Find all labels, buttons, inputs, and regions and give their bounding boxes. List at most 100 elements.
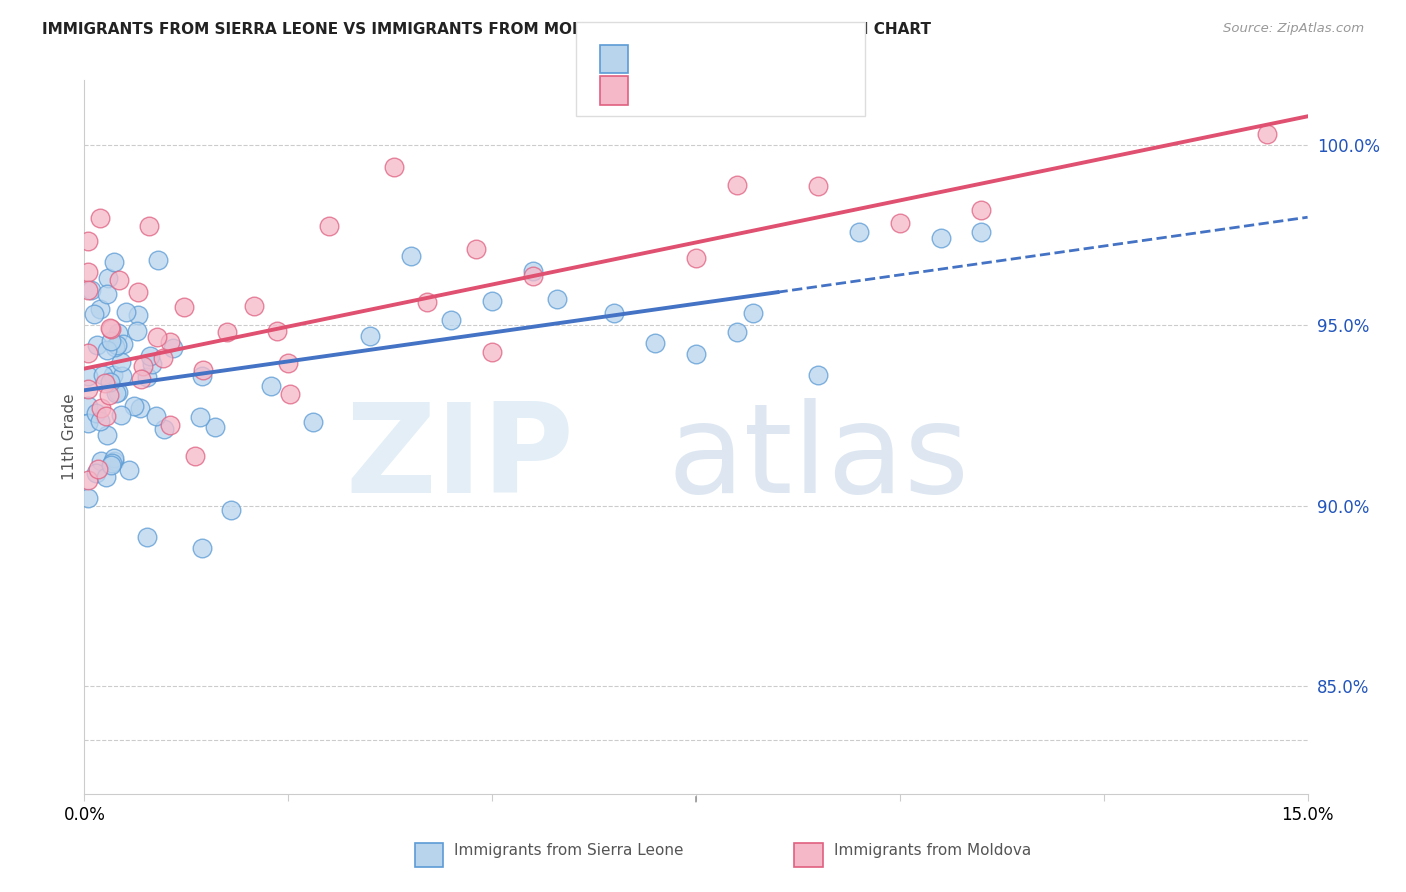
Point — [260, 379, 283, 393]
Point — [184, 450, 207, 464]
Point — [77, 283, 100, 297]
Point — [188, 410, 211, 425]
Point — [159, 418, 181, 433]
Point — [77, 383, 100, 397]
Point — [644, 336, 666, 351]
Point — [266, 324, 288, 338]
Point — [190, 541, 212, 556]
Point — [243, 299, 266, 313]
Point — [132, 359, 155, 374]
Point — [725, 326, 748, 340]
Point — [742, 306, 765, 320]
Point — [481, 344, 503, 359]
Point — [139, 349, 162, 363]
Point — [215, 325, 238, 339]
Point — [103, 454, 125, 468]
Text: Immigrants from Sierra Leone: Immigrants from Sierra Leone — [454, 844, 683, 858]
Point — [146, 330, 169, 344]
Point — [96, 409, 118, 424]
Point — [100, 322, 122, 336]
Point — [112, 337, 135, 351]
Point — [191, 362, 214, 376]
Point — [77, 265, 100, 279]
Point — [91, 368, 114, 382]
Point — [382, 160, 405, 174]
Point — [93, 376, 115, 391]
Point — [148, 252, 170, 267]
Point — [118, 463, 141, 477]
Point — [110, 355, 132, 369]
Point — [115, 305, 138, 319]
Point — [440, 313, 463, 327]
Point — [136, 369, 159, 384]
Point — [138, 219, 160, 233]
Point — [77, 346, 100, 360]
Point — [84, 406, 107, 420]
Point — [103, 254, 125, 268]
Point — [103, 450, 125, 465]
Point — [97, 387, 120, 401]
Point — [104, 339, 127, 353]
Point — [301, 415, 323, 429]
Point — [603, 306, 626, 320]
Point — [89, 301, 111, 316]
Point — [127, 285, 149, 300]
Point — [111, 368, 134, 383]
Point — [100, 334, 122, 349]
Point — [359, 328, 381, 343]
Point — [122, 399, 145, 413]
Point — [108, 273, 131, 287]
Point — [90, 454, 112, 468]
Text: R = 0.359   N = 43: R = 0.359 N = 43 — [640, 81, 804, 99]
Point — [159, 335, 181, 350]
Point — [162, 341, 184, 355]
Point — [889, 216, 911, 230]
Point — [105, 386, 128, 401]
Point — [86, 337, 108, 351]
Point — [101, 368, 124, 383]
Point — [1256, 128, 1278, 142]
Point — [173, 300, 195, 314]
Point — [416, 294, 439, 309]
Point — [191, 369, 214, 384]
Text: IMMIGRANTS FROM SIERRA LEONE VS IMMIGRANTS FROM MOLDOVA 11TH GRADE CORRELATION C: IMMIGRANTS FROM SIERRA LEONE VS IMMIGRAN… — [42, 22, 931, 37]
Y-axis label: 11th Grade: 11th Grade — [62, 393, 77, 481]
Point — [464, 242, 486, 256]
Point — [80, 283, 103, 297]
Point — [77, 234, 100, 248]
Point — [87, 462, 110, 476]
Text: R = 0.213   N = 71: R = 0.213 N = 71 — [640, 50, 804, 68]
Point — [97, 271, 120, 285]
Point — [96, 286, 118, 301]
Point — [546, 292, 568, 306]
Point — [107, 384, 129, 399]
Point — [522, 269, 544, 284]
Point — [129, 372, 152, 386]
Point — [318, 219, 340, 233]
Point — [725, 178, 748, 193]
Point — [96, 343, 118, 358]
Point — [98, 321, 121, 335]
Point — [145, 409, 167, 423]
Point — [685, 347, 707, 361]
Point — [219, 503, 242, 517]
Point — [89, 414, 111, 428]
Point — [129, 401, 152, 415]
Point — [807, 179, 830, 194]
Point — [107, 326, 129, 340]
Point — [105, 337, 128, 351]
Point — [83, 307, 105, 321]
Point — [84, 466, 107, 480]
Point — [481, 294, 503, 309]
Point — [807, 368, 830, 382]
Point — [77, 368, 100, 383]
Point — [89, 211, 111, 226]
Point — [929, 231, 952, 245]
Point — [685, 252, 707, 266]
Point — [110, 409, 132, 423]
Point — [522, 263, 544, 277]
Point — [77, 416, 100, 430]
Point — [90, 401, 112, 415]
Text: ZIP: ZIP — [344, 398, 574, 519]
Point — [278, 386, 301, 401]
